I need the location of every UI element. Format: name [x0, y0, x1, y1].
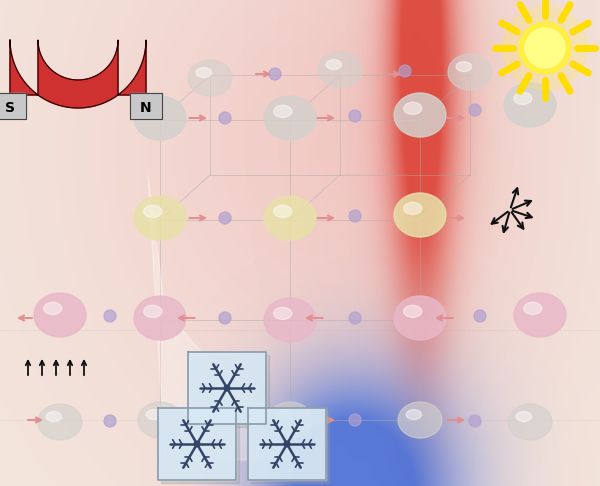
- Circle shape: [349, 210, 361, 222]
- Ellipse shape: [504, 83, 556, 127]
- Ellipse shape: [326, 60, 341, 69]
- Bar: [0, 93, 26, 119]
- Ellipse shape: [146, 410, 161, 419]
- Bar: [248, 408, 326, 480]
- Ellipse shape: [264, 196, 316, 240]
- Ellipse shape: [264, 96, 316, 140]
- Circle shape: [104, 415, 116, 427]
- Ellipse shape: [188, 60, 232, 96]
- Circle shape: [104, 310, 116, 322]
- Circle shape: [194, 441, 200, 447]
- Ellipse shape: [524, 302, 542, 314]
- Ellipse shape: [134, 196, 186, 240]
- Ellipse shape: [516, 412, 532, 421]
- Ellipse shape: [44, 302, 62, 314]
- Bar: [161, 411, 239, 483]
- Text: N: N: [140, 101, 152, 115]
- Ellipse shape: [34, 293, 86, 337]
- Ellipse shape: [38, 404, 82, 440]
- Circle shape: [224, 385, 230, 391]
- Ellipse shape: [398, 402, 442, 438]
- Ellipse shape: [456, 62, 472, 71]
- Circle shape: [503, 6, 587, 90]
- Circle shape: [474, 310, 486, 322]
- Ellipse shape: [138, 402, 182, 438]
- Circle shape: [469, 104, 481, 116]
- Ellipse shape: [143, 105, 162, 118]
- Ellipse shape: [264, 298, 316, 342]
- Ellipse shape: [196, 68, 212, 78]
- Ellipse shape: [143, 206, 162, 217]
- Ellipse shape: [276, 410, 292, 419]
- Circle shape: [349, 414, 361, 426]
- Ellipse shape: [318, 52, 362, 88]
- Polygon shape: [148, 175, 295, 460]
- Ellipse shape: [406, 410, 422, 419]
- Ellipse shape: [394, 93, 446, 137]
- Ellipse shape: [514, 92, 532, 104]
- Ellipse shape: [448, 54, 492, 90]
- Ellipse shape: [394, 296, 446, 340]
- Bar: [191, 355, 269, 427]
- Circle shape: [219, 112, 231, 124]
- Circle shape: [219, 414, 231, 426]
- Circle shape: [525, 28, 565, 68]
- Ellipse shape: [268, 402, 312, 438]
- Circle shape: [399, 65, 411, 77]
- Ellipse shape: [404, 202, 422, 214]
- Bar: [188, 352, 266, 424]
- Ellipse shape: [404, 305, 422, 317]
- Ellipse shape: [274, 307, 292, 319]
- Circle shape: [284, 441, 290, 447]
- Ellipse shape: [134, 96, 186, 140]
- Ellipse shape: [508, 404, 552, 440]
- Circle shape: [219, 212, 231, 224]
- Ellipse shape: [134, 296, 186, 340]
- Bar: [251, 411, 329, 483]
- Ellipse shape: [514, 293, 566, 337]
- Ellipse shape: [274, 105, 292, 118]
- Circle shape: [269, 68, 281, 80]
- Bar: [158, 408, 236, 480]
- Circle shape: [219, 312, 231, 324]
- Ellipse shape: [404, 103, 422, 114]
- Circle shape: [519, 22, 571, 74]
- Circle shape: [349, 312, 361, 324]
- Ellipse shape: [394, 193, 446, 237]
- Text: S: S: [5, 101, 15, 115]
- Ellipse shape: [143, 305, 162, 317]
- Ellipse shape: [46, 412, 62, 421]
- Ellipse shape: [274, 206, 292, 217]
- Circle shape: [469, 415, 481, 427]
- Bar: [130, 93, 162, 119]
- Polygon shape: [10, 40, 146, 108]
- Circle shape: [349, 110, 361, 122]
